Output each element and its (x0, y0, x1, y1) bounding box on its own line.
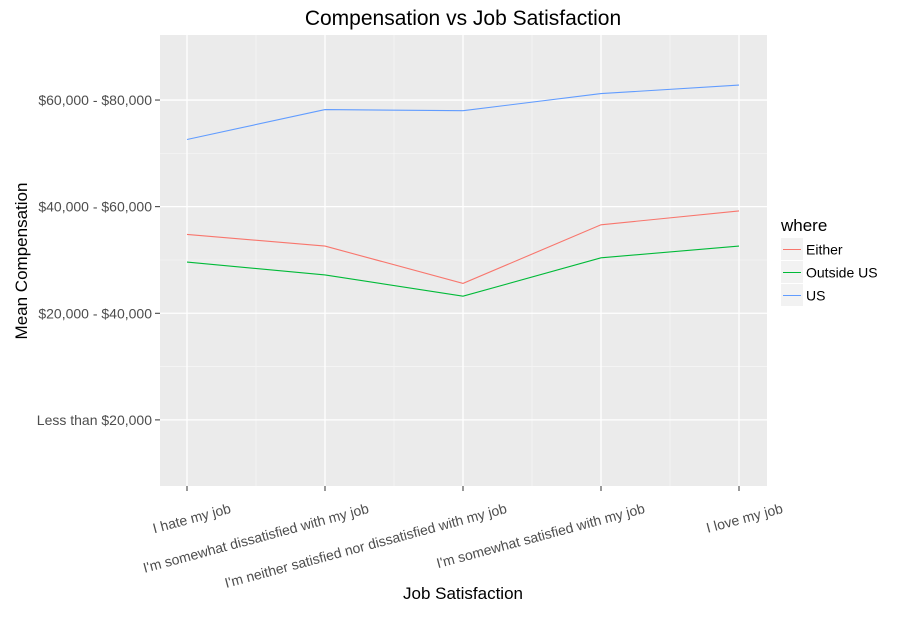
legend-label: Outside US (806, 265, 878, 281)
series-line-either (186, 210, 740, 284)
y-tick-label: $20,000 - $40,000 (38, 305, 152, 321)
y-tick-label: $60,000 - $80,000 (38, 92, 152, 108)
legend: where Either Outside US US (780, 216, 878, 306)
legend-label: US (806, 288, 825, 304)
y-axis-title: Mean Compensation (12, 183, 31, 340)
series-line-us (186, 84, 740, 141)
plot-area: Less than $20,000 $20,000 - $40,000 $40,00… (37, 35, 785, 591)
series-line-outside-us (186, 245, 740, 297)
x-axis-title: Job Satisfaction (403, 584, 523, 603)
legend-label: Either (806, 242, 843, 258)
legend-title: where (780, 216, 827, 235)
y-tick-label: $40,000 - $60,000 (38, 199, 152, 215)
chart-title: Compensation vs Job Satisfaction (305, 7, 621, 30)
y-tick-label: Less than $20,000 (37, 412, 152, 428)
